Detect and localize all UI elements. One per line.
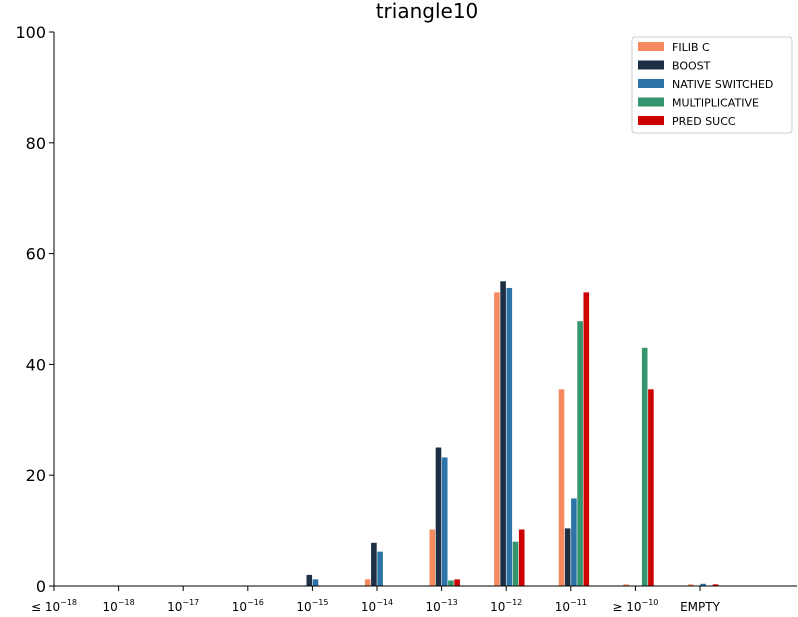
bar-boost-4: [306, 574, 313, 586]
y-axis: 0 20 40 60 80 100: [15, 23, 55, 596]
x-tick-label: 10−18: [103, 598, 135, 614]
bar-pred-succ-8: [583, 292, 590, 586]
bar-filib-c-7: [494, 292, 500, 586]
bar-boost-5: [371, 542, 377, 586]
bar-filib-c-9: [623, 584, 629, 586]
legend-label-native-switched: NATIVE SWITCHED: [672, 78, 773, 91]
bar-boost-7: [500, 281, 506, 586]
y-tick-label: 20: [26, 466, 46, 485]
bar-boost-6: [435, 447, 442, 586]
bars-group: [306, 281, 719, 586]
legend-label-filib-c: FILIB C: [672, 41, 710, 54]
bar-multiplicative-6: [448, 580, 454, 586]
legend-label-boost: BOOST: [672, 60, 711, 73]
bar-native-switched-4: [312, 579, 319, 586]
x-tick-label: 10−14: [361, 598, 393, 614]
bar-native-switched-7: [506, 287, 513, 586]
legend-label-pred-succ: PRED SUCC: [672, 115, 736, 128]
legend-swatch-filib-c: [638, 42, 664, 51]
x-tick-label: 10−15: [296, 598, 328, 614]
bar-native-switched-6: [441, 457, 448, 586]
bar-pred-succ-9: [648, 389, 654, 586]
x-tick-label: 10−13: [426, 598, 458, 614]
bar-filib-c-10: [687, 584, 694, 586]
bar-multiplicative-9: [641, 347, 648, 586]
x-axis: ≤ 10−18 10−18 10−17 10−16 10−15 10−14 10−13 10−…: [31, 585, 797, 614]
bar-filib-c-8: [558, 389, 565, 586]
bar-pred-succ-7: [518, 529, 525, 586]
x-tick-label: ≥ 10−10: [612, 598, 658, 614]
bar-filib-c-6: [429, 529, 436, 586]
chart-title: triangle10: [376, 0, 479, 23]
bar-boost-8: [564, 528, 571, 586]
y-tick-label: 60: [26, 245, 46, 264]
x-tick-label: EMPTY: [680, 600, 721, 614]
x-tick-label: 10−11: [555, 598, 587, 614]
bar-pred-succ-6: [454, 579, 460, 586]
bar-filib-c-5: [364, 579, 371, 586]
y-tick-label: 80: [26, 134, 46, 153]
bar-native-switched-5: [377, 551, 383, 586]
y-tick-label: 40: [26, 355, 46, 374]
bar-multiplicative-8: [577, 321, 583, 586]
y-tick-label: 0: [36, 577, 46, 596]
legend-swatch-boost: [638, 60, 664, 70]
legend-label-multiplicative: MULTIPLICATIVE: [672, 97, 759, 110]
legend: FILIB C BOOST NATIVE SWITCHED MULTIPLICATIV…: [631, 36, 793, 134]
x-tick-label: ≤ 10−18: [31, 598, 77, 614]
legend-swatch-native-switched: [638, 79, 664, 88]
legend-frame: [631, 36, 793, 134]
bar-native-switched-10: [700, 583, 706, 586]
y-tick-label: 100: [15, 23, 46, 42]
x-tick-label: 10−16: [232, 598, 264, 614]
x-tick-label: 10−17: [167, 598, 199, 614]
legend-swatch-multiplicative: [638, 97, 664, 107]
x-tick-label: 10−12: [490, 598, 522, 614]
bar-pred-succ-10: [712, 584, 719, 586]
bar-multiplicative-7: [512, 541, 519, 586]
bar-native-switched-8: [571, 498, 577, 586]
legend-swatch-pred-succ: [638, 116, 664, 125]
